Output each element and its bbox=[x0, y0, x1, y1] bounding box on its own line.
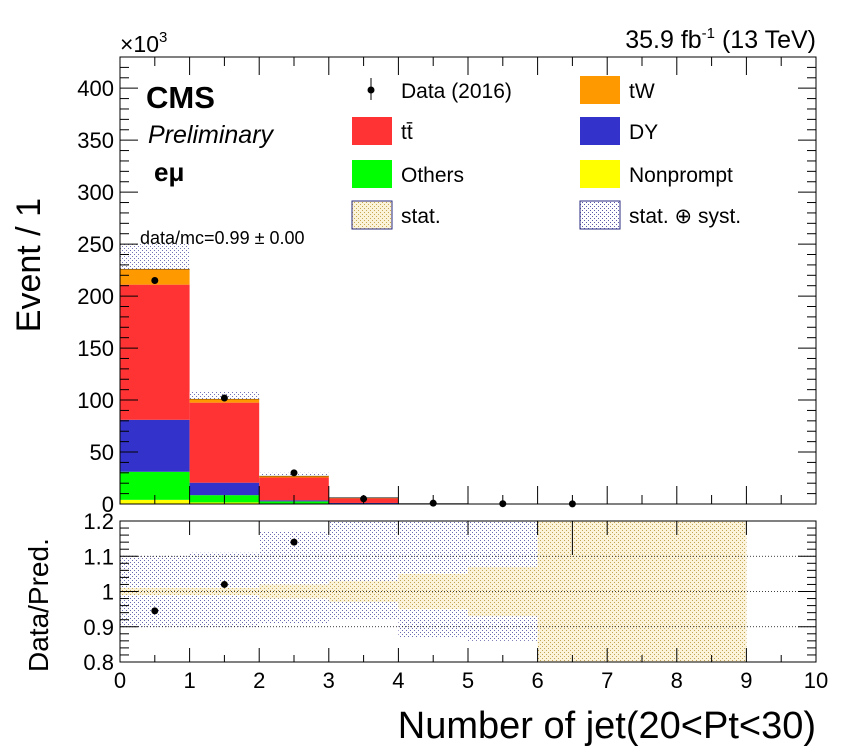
legend-label-data2016: Data (2016) bbox=[401, 80, 512, 103]
bar-tt-bin-1 bbox=[189, 402, 260, 483]
main-ytick-label: 300 bbox=[77, 180, 114, 205]
bar-dy-bin-1 bbox=[189, 482, 260, 496]
syst-band-bin-0 bbox=[120, 244, 190, 270]
main-ytick-label: 150 bbox=[77, 336, 114, 361]
main-ytick-label: 400 bbox=[77, 76, 114, 101]
preliminary-label: Preliminary bbox=[148, 121, 275, 149]
main-ytick-label: 350 bbox=[77, 128, 114, 153]
y-multiplier-base: ×10 bbox=[120, 31, 159, 57]
xtick-label: 9 bbox=[740, 668, 752, 693]
ratio-point-2 bbox=[290, 538, 298, 546]
data-point-2 bbox=[290, 469, 298, 477]
x-axis-title: Number of jet(20<Pt<30) bbox=[398, 705, 816, 747]
lumi-main: 35.9 fb bbox=[625, 26, 701, 54]
main-stack-layer bbox=[120, 268, 608, 505]
legend-swatch-nonprompt bbox=[580, 160, 620, 188]
ratio-ytick-label: 1 bbox=[102, 580, 114, 605]
y-multiplier: ×103 bbox=[120, 29, 167, 57]
legend-label-tt: tt̄ bbox=[401, 121, 413, 144]
data-point-0 bbox=[151, 277, 159, 284]
bar-tt-bin-0 bbox=[120, 284, 190, 420]
legend-swatch-statsyst bbox=[579, 200, 621, 230]
lumi-energy: (13 TeV) bbox=[715, 26, 816, 54]
xtick-label: 5 bbox=[462, 668, 474, 693]
ratio-syst-band-bin-2 bbox=[259, 531, 329, 624]
channel-label: eμ bbox=[154, 157, 184, 187]
main-ytick-label: 100 bbox=[77, 388, 114, 413]
xtick-label: 6 bbox=[531, 668, 543, 693]
ratio-point-1 bbox=[220, 580, 228, 588]
xtick-label: 4 bbox=[392, 668, 404, 693]
legend-swatch-tw bbox=[580, 76, 620, 104]
legend-swatch-stat bbox=[351, 200, 393, 230]
ratio-ytick-label: 1.2 bbox=[83, 509, 114, 534]
main-ytick-label: 200 bbox=[77, 284, 114, 309]
legend-swatch-dy bbox=[580, 117, 620, 145]
xtick-label: 2 bbox=[253, 668, 265, 693]
data-mc-ratio-text: data/mc=0.99 ± 0.00 bbox=[140, 228, 305, 248]
bar-tw-bin-2 bbox=[259, 475, 329, 478]
ratio-ytick-label: 0.9 bbox=[83, 615, 114, 640]
ratio-point-0 bbox=[151, 607, 159, 615]
legend-label-dy: DY bbox=[629, 121, 658, 144]
ratio-data-layer bbox=[151, 521, 573, 615]
main-ytick-label: 0 bbox=[102, 492, 114, 517]
xtick-label: 1 bbox=[183, 668, 195, 693]
bar-dy-bin-0 bbox=[120, 419, 190, 472]
data-point-6 bbox=[568, 500, 576, 508]
main-frame-layer: 0 50 100 150 200 250 300 350 400 bbox=[77, 56, 817, 517]
legend-swatch-others bbox=[352, 160, 392, 188]
ratio-syst-band-bin-3 bbox=[328, 521, 399, 620]
ratio-stat-band-bin-1 bbox=[189, 587, 260, 596]
ratio-ylabel: Data/Pred. bbox=[23, 538, 54, 672]
legend-label-tw: tW bbox=[629, 80, 655, 103]
main-data-layer bbox=[151, 277, 576, 508]
ratio-stat-band-bin-0 bbox=[120, 587, 190, 596]
main-ylabel: Event / 1 bbox=[10, 198, 48, 332]
ratio-frame-layer: 0.8 0.9 1 1.1 1.2 0 1 2 3 4 5 6 7 8 9 10 bbox=[83, 509, 828, 693]
legend-label-stat: stat. bbox=[401, 205, 441, 228]
xtick-label: 10 bbox=[804, 668, 828, 693]
xtick-label: 3 bbox=[323, 668, 335, 693]
main-ytick-label: 50 bbox=[90, 440, 114, 465]
xtick-label: 8 bbox=[671, 668, 683, 693]
xtick-label: 0 bbox=[114, 668, 126, 693]
legend: Data (2016) tW tt̄ DY Others Nonprompt stat. st… bbox=[351, 76, 741, 230]
y-multiplier-exp: 3 bbox=[159, 29, 167, 46]
main-ytick-label: 250 bbox=[77, 232, 114, 257]
lumi-label: 35.9 fb-1 (13 TeV) bbox=[625, 25, 816, 54]
legend-label-nonprompt: Nonprompt bbox=[629, 164, 733, 187]
cms-label: CMS bbox=[146, 80, 215, 115]
lumi-sup: -1 bbox=[702, 25, 715, 42]
data-point-4 bbox=[429, 499, 437, 507]
data-point-5 bbox=[499, 500, 507, 508]
ratio-ytick-label: 0.8 bbox=[83, 650, 114, 675]
data-point-3 bbox=[360, 495, 368, 503]
legend-label-others: Others bbox=[401, 164, 464, 187]
bar-tt-bin-2 bbox=[259, 477, 329, 501]
legend-swatch-tt bbox=[352, 117, 392, 145]
ratio-ytick-label: 1.1 bbox=[83, 544, 114, 569]
legend-label-statsyst: stat. ⊕ syst. bbox=[629, 205, 741, 228]
legend-marker-data2016 bbox=[367, 86, 375, 94]
data-point-1 bbox=[220, 394, 228, 402]
xtick-label: 7 bbox=[601, 668, 613, 693]
bar-tw-bin-0 bbox=[120, 269, 190, 285]
ratio-stat-band-bin-5 bbox=[468, 566, 538, 617]
